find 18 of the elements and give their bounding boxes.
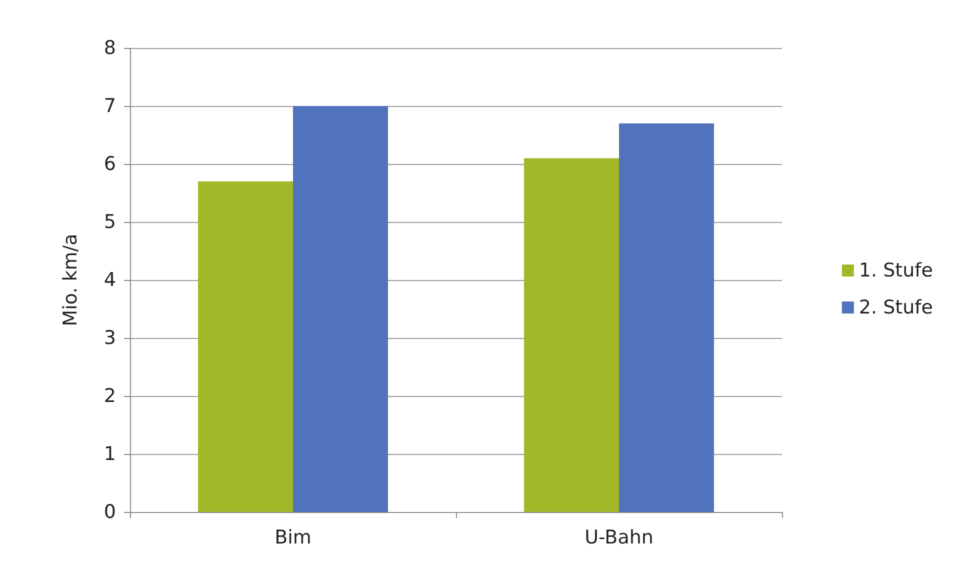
y-tick-label: 2	[104, 385, 116, 407]
legend-label: 2. Stufe	[858, 296, 934, 318]
x-tick-label: Bim	[274, 526, 312, 548]
legend-label: 1. Stufe	[858, 260, 934, 282]
bar	[293, 106, 388, 512]
y-tick-label: 0	[104, 501, 116, 523]
y-tick-label: 4	[104, 269, 116, 291]
bar	[198, 181, 293, 512]
y-tick-label: 8	[104, 37, 116, 59]
y-tick-label: 5	[104, 211, 116, 233]
x-tick-label: U-Bahn	[584, 526, 654, 548]
y-tick-label: 3	[104, 327, 116, 349]
y-tick-label: 7	[104, 95, 116, 117]
bar	[619, 123, 714, 512]
y-tick-label: 6	[104, 153, 116, 175]
y-tick-label: 1	[104, 443, 116, 465]
bar	[524, 158, 619, 512]
y-axis-title: Mio. km/a	[60, 234, 82, 326]
